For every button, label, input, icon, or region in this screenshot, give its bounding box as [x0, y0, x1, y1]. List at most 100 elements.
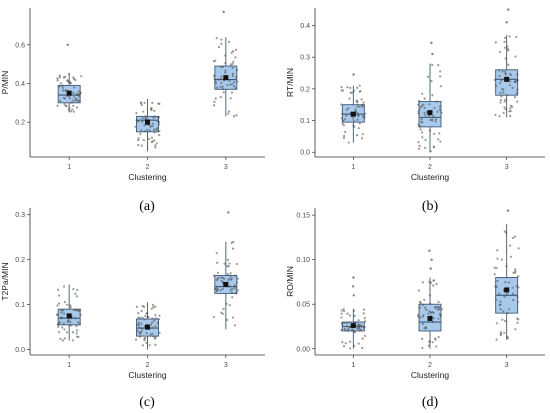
data-point	[428, 310, 431, 313]
data-point	[419, 316, 422, 319]
data-point	[417, 112, 420, 115]
data-point	[360, 105, 363, 108]
data-point	[221, 287, 224, 291]
data-point	[495, 84, 498, 87]
box-group-2	[134, 302, 161, 350]
data-point	[216, 271, 220, 274]
data-point	[512, 299, 515, 302]
data-point	[343, 321, 346, 325]
data-point	[234, 56, 237, 59]
data-point	[144, 130, 147, 133]
data-point	[438, 105, 442, 108]
box-group-3	[212, 211, 239, 330]
data-point	[506, 94, 509, 97]
data-point	[141, 116, 144, 120]
data-point	[152, 128, 156, 131]
data-point	[72, 104, 75, 107]
y-tick-label: 0.4	[300, 23, 310, 30]
data-point	[342, 136, 346, 140]
data-point	[342, 124, 345, 127]
data-point	[226, 272, 229, 276]
y-tick-label: 0.10	[296, 257, 310, 264]
data-point	[432, 317, 435, 320]
data-point	[215, 37, 218, 40]
data-point	[505, 265, 508, 268]
data-point	[228, 285, 232, 288]
data-point	[230, 291, 233, 294]
data-point	[226, 258, 230, 261]
data-point	[517, 247, 520, 250]
data-point	[348, 97, 351, 100]
data-point	[213, 100, 216, 103]
data-point	[75, 295, 79, 298]
data-point	[232, 85, 236, 88]
data-point	[136, 323, 140, 326]
data-point	[231, 66, 234, 69]
data-point	[364, 112, 367, 115]
y-tick-label: 0.6	[15, 42, 25, 49]
y-tick-label: 0.15	[296, 213, 310, 220]
data-point	[215, 287, 218, 290]
panel-caption: (b)	[422, 199, 439, 214]
data-point	[137, 137, 140, 140]
data-point	[421, 136, 424, 139]
data-point	[509, 114, 512, 118]
y-axis-label: RO/MIN	[285, 266, 295, 297]
data-point	[511, 286, 514, 289]
data-point	[145, 341, 148, 344]
data-point	[158, 120, 161, 124]
data-point	[61, 84, 64, 87]
box-group-3	[212, 10, 239, 118]
data-point	[349, 86, 352, 89]
data-point	[69, 304, 72, 307]
data-point	[62, 76, 66, 79]
data-point	[345, 108, 348, 111]
panel-caption: (c)	[139, 395, 155, 410]
x-tick-label: 2	[146, 362, 150, 369]
data-point	[417, 123, 420, 127]
data-point	[341, 323, 344, 326]
data-point	[141, 120, 144, 123]
data-point	[426, 75, 430, 78]
data-point	[221, 85, 224, 88]
data-point	[424, 114, 427, 117]
mean-marker	[504, 76, 510, 82]
data-point	[422, 103, 425, 106]
data-point	[231, 247, 235, 250]
data-point	[428, 340, 432, 343]
data-point	[352, 119, 356, 122]
data-point	[357, 114, 360, 117]
data-point	[499, 99, 502, 102]
data-point	[144, 115, 147, 118]
data-point	[236, 289, 239, 292]
panel-caption: (d)	[422, 395, 439, 410]
y-tick-label: 0.0	[15, 347, 25, 354]
data-point	[363, 317, 366, 320]
data-point	[516, 300, 519, 304]
data-point	[421, 337, 424, 340]
x-tick-label: 1	[351, 164, 355, 171]
data-point	[340, 312, 343, 315]
data-point	[419, 128, 422, 131]
data-point	[212, 104, 216, 107]
data-point	[501, 70, 504, 73]
data-point	[517, 274, 520, 278]
data-point	[219, 95, 222, 99]
mean-marker	[350, 323, 356, 329]
data-point	[64, 89, 67, 92]
data-point	[341, 112, 344, 115]
data-point	[421, 322, 425, 326]
data-point	[358, 105, 361, 108]
data-point	[420, 131, 424, 134]
data-point	[61, 86, 64, 89]
data-point	[227, 40, 231, 43]
data-point	[75, 93, 78, 97]
data-point	[231, 316, 235, 319]
data-point	[80, 75, 83, 78]
data-point	[228, 304, 231, 307]
data-point	[514, 270, 517, 273]
data-point	[235, 69, 239, 72]
data-point	[63, 300, 66, 304]
data-point	[73, 86, 76, 89]
data-point	[76, 321, 80, 324]
